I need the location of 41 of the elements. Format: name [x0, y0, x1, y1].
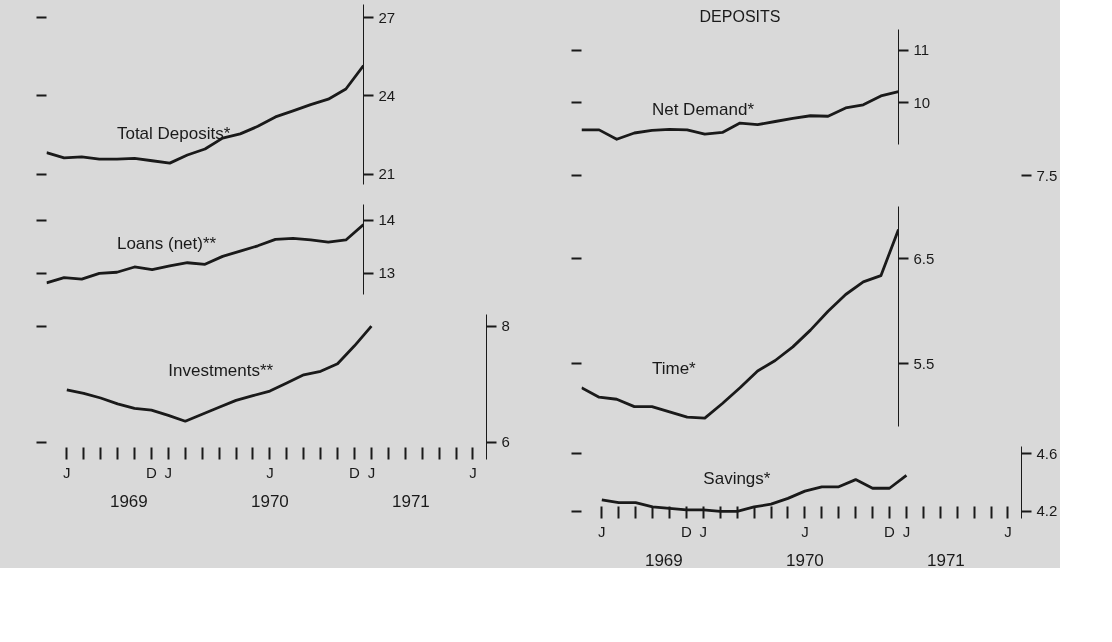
x-tick-label: J	[164, 463, 173, 481]
x-tick-label: J	[902, 522, 911, 540]
y-tick-label: 4.6	[1036, 444, 1058, 462]
chart-title: DEPOSITS	[699, 7, 781, 25]
text: 1971	[927, 550, 965, 570]
x-tick-label: J	[469, 463, 477, 481]
x-tick-label: J	[699, 522, 708, 540]
y-tick-label: 11	[913, 41, 930, 59]
text: 7.5	[1036, 166, 1058, 184]
series-label: Investments**	[168, 360, 274, 380]
x-tick-label: D	[349, 463, 361, 481]
series-label: Total Deposits*	[116, 123, 231, 143]
text: 1970	[785, 550, 824, 570]
x-tick-label: J	[266, 463, 274, 481]
text: 1971	[392, 491, 430, 511]
y-tick-label: 10	[913, 93, 931, 111]
y-tick-label: 5.5	[913, 354, 935, 372]
x-tick-label: D	[681, 522, 693, 540]
y-tick-label: 8	[501, 317, 510, 335]
x-tick-label: J	[63, 463, 71, 481]
text: 1969	[644, 550, 683, 570]
y-tick-label: 21	[378, 165, 396, 183]
y-tick-label: 13	[378, 264, 396, 282]
series-label: Time*	[651, 358, 697, 378]
x-tick-label: D	[884, 522, 896, 540]
series-label: Loans (net)**	[116, 233, 217, 253]
y-tick-label: 6	[501, 433, 510, 451]
x-tick-label: J	[1004, 522, 1012, 540]
series-label: Savings*	[703, 469, 771, 489]
y-tick-label: 6.5	[913, 249, 935, 267]
x-tick-label: J	[598, 522, 606, 540]
text: 1969	[109, 491, 148, 511]
text: 1970	[250, 491, 289, 511]
x-tick-label: D	[146, 463, 158, 481]
y-tick-label: 27	[378, 8, 396, 26]
x-tick-label: J	[801, 522, 809, 540]
x-tick-label: J	[367, 463, 376, 481]
y-tick-label: 4.2	[1036, 502, 1058, 520]
y-tick-label: 24	[378, 86, 396, 104]
series-label: Net Demand*	[651, 100, 755, 120]
y-tick-label: 14	[378, 211, 396, 229]
